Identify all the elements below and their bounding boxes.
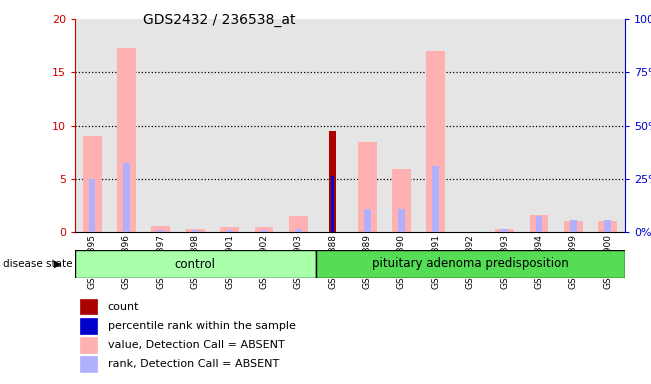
Bar (590, 19, 625, 232)
Bar (80, 356, 97, 372)
Bar (357, 142, 376, 232)
Bar (80, 318, 97, 333)
Bar (598, 220, 617, 232)
Bar (384, 19, 419, 232)
Bar (260, 230, 268, 232)
Bar (488, 19, 522, 232)
Bar (604, 220, 611, 232)
Bar (212, 19, 247, 232)
Bar (495, 229, 514, 232)
Bar (392, 169, 411, 232)
Text: GDS2432 / 236538_at: GDS2432 / 236538_at (143, 13, 296, 27)
Bar (75, 250, 316, 278)
Bar (432, 166, 439, 232)
Bar (226, 230, 233, 232)
Bar (426, 51, 445, 232)
Bar (255, 227, 273, 232)
Bar (398, 209, 405, 232)
Bar (158, 230, 164, 232)
Text: ▶: ▶ (54, 259, 62, 269)
Bar (364, 209, 370, 232)
Bar (329, 131, 336, 232)
Bar (123, 163, 130, 232)
Bar (289, 216, 308, 232)
Bar (192, 230, 199, 232)
Bar (419, 19, 453, 232)
Bar (570, 220, 577, 232)
Bar (80, 337, 97, 353)
Bar (281, 19, 316, 232)
Bar (316, 19, 350, 232)
Bar (564, 220, 583, 232)
Bar (117, 48, 136, 232)
Text: count: count (108, 302, 139, 312)
Bar (247, 19, 281, 232)
Text: pituitary adenoma predisposition: pituitary adenoma predisposition (372, 258, 568, 270)
Bar (316, 250, 625, 278)
Bar (220, 227, 239, 232)
Bar (556, 19, 590, 232)
Bar (350, 19, 384, 232)
Bar (536, 216, 542, 232)
Bar (83, 136, 102, 232)
Bar (89, 179, 96, 232)
Bar (295, 229, 302, 232)
Bar (522, 19, 556, 232)
Text: disease state: disease state (3, 259, 73, 269)
Text: rank, Detection Call = ABSENT: rank, Detection Call = ABSENT (108, 359, 279, 369)
Text: value, Detection Call = ABSENT: value, Detection Call = ABSENT (108, 340, 284, 350)
Bar (109, 19, 144, 232)
Text: control: control (174, 258, 215, 270)
Bar (331, 176, 335, 232)
Bar (453, 19, 488, 232)
Text: percentile rank within the sample: percentile rank within the sample (108, 321, 296, 331)
Bar (144, 19, 178, 232)
Bar (152, 226, 171, 232)
Bar (501, 229, 508, 232)
Bar (178, 19, 212, 232)
Bar (529, 215, 548, 232)
Bar (75, 19, 109, 232)
Bar (80, 299, 97, 314)
Bar (186, 229, 204, 232)
